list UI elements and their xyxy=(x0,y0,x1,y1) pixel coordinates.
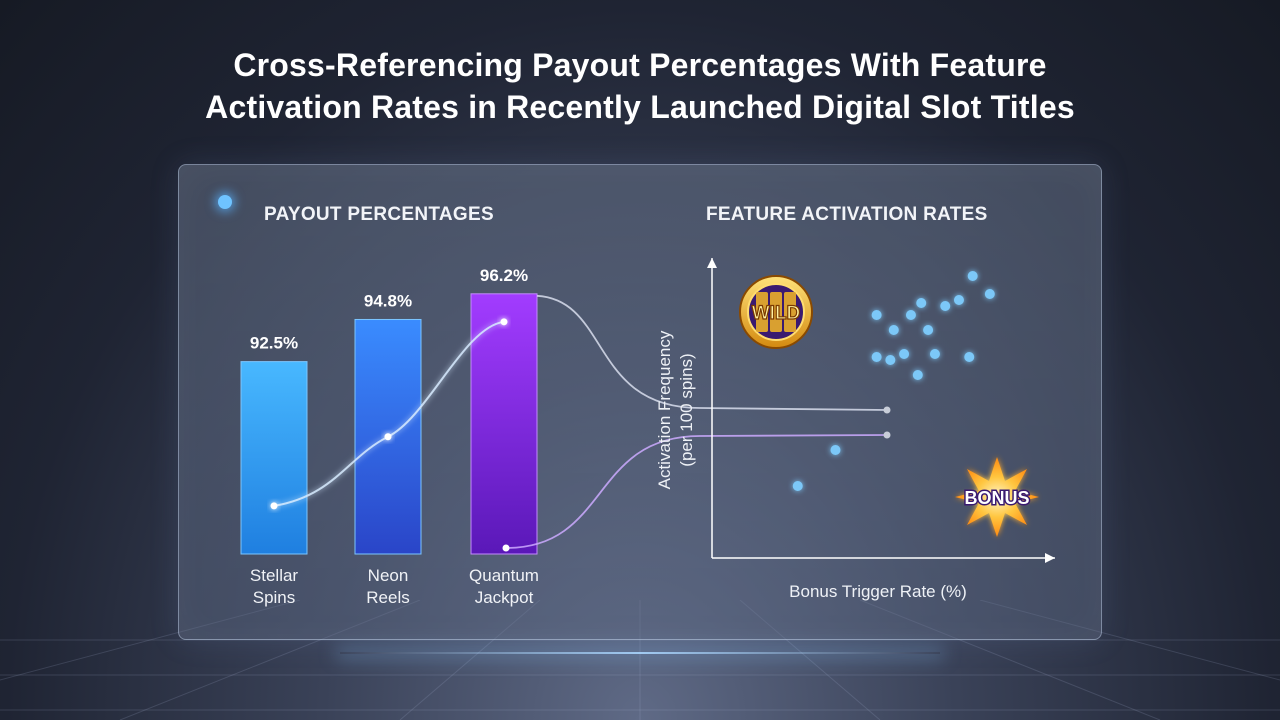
bar-value-label: 96.2% xyxy=(480,266,528,285)
bar-category-label-line2: Jackpot xyxy=(475,588,534,607)
left-section-title: PAYOUT PERCENTAGES xyxy=(264,204,494,225)
scatter-axes: Bonus Trigger Rate (%) Activation Frequen… xyxy=(655,258,1055,601)
connector-end-dot xyxy=(883,431,891,439)
scatter-point xyxy=(871,310,882,320)
scatter-point xyxy=(984,289,995,299)
y-axis-label-line1: Activation Frequency xyxy=(655,330,674,489)
floor-grid xyxy=(0,600,1280,720)
scatter-points xyxy=(792,271,995,491)
bar-trend-dot xyxy=(270,502,278,510)
bar-value-label: 92.5% xyxy=(250,334,298,353)
bar-trend-dot xyxy=(384,433,392,441)
floor-glow xyxy=(340,652,940,654)
bar-category-label-line2: Spins xyxy=(253,588,296,607)
bar-chart: 92.5% Stellar Spins 94.8% Neon Reels 96.2% Quan… xyxy=(240,266,539,607)
x-axis-label: Bonus Trigger Rate (%) xyxy=(789,582,967,601)
scatter-point xyxy=(929,349,940,359)
bar-category-label-line1: Stellar xyxy=(250,566,299,585)
connector-curves xyxy=(502,294,891,552)
scatter-point xyxy=(899,349,910,359)
connector-curve-lower xyxy=(505,434,888,549)
scatter-point xyxy=(912,370,923,380)
scatter-point xyxy=(964,352,975,362)
title-line-2: Activation Rates in Recently Launched Di… xyxy=(205,89,1075,125)
bar-2 xyxy=(470,293,538,555)
scatter-point xyxy=(792,481,803,491)
right-section-title: FEATURE ACTIVATION RATES xyxy=(706,204,988,225)
scatter-point xyxy=(871,352,882,362)
wild-badge-text: WILD xyxy=(752,303,801,324)
bar-category-label-line2: Reels xyxy=(366,588,409,607)
bar-0 xyxy=(240,361,308,555)
bar-category-label-line1: Neon xyxy=(368,566,409,585)
scatter-point xyxy=(953,295,964,305)
scatter-point xyxy=(916,298,927,308)
scatter-point xyxy=(830,445,841,455)
bonus-badge-text: BONUS xyxy=(964,488,1029,508)
connector-start-dot xyxy=(502,544,510,552)
wild-slot-badge-icon: WILD xyxy=(739,275,813,349)
panel-indicator-dot xyxy=(218,195,232,209)
x-axis-arrow xyxy=(1045,553,1055,563)
bonus-starburst-icon: BONUS xyxy=(955,457,1039,537)
bar-value-label: 94.8% xyxy=(364,291,412,310)
y-axis-label-line2: (per 100 spins) xyxy=(677,353,696,466)
page-title: Cross-Referencing Payout Percentages Wit… xyxy=(0,44,1280,128)
y-axis-arrow xyxy=(707,258,717,268)
scatter-point xyxy=(940,301,951,311)
scatter-point xyxy=(888,325,899,335)
scatter-point xyxy=(923,325,934,335)
connector-curve-upper xyxy=(536,294,888,411)
chart-panel xyxy=(178,164,1102,640)
bar-trend-dot xyxy=(500,318,508,326)
scatter-point xyxy=(967,271,978,281)
connector-end-dot xyxy=(883,406,891,414)
scatter-point xyxy=(905,310,916,320)
title-line-1: Cross-Referencing Payout Percentages Wit… xyxy=(233,47,1047,83)
y-axis-label: Activation Frequency (per 100 spins) xyxy=(655,330,696,489)
scatter-point xyxy=(885,355,896,365)
bar-category-label-line1: Quantum xyxy=(469,566,539,585)
